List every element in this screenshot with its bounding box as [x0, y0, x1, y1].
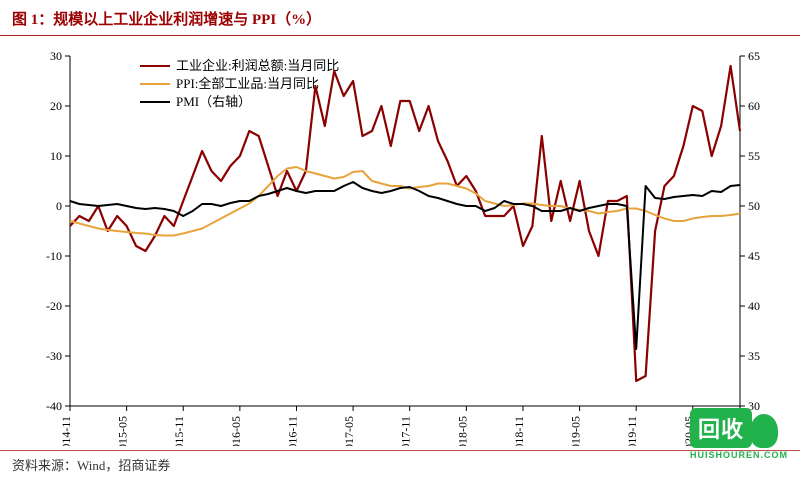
- svg-text:65: 65: [748, 49, 760, 63]
- svg-text:2018-05: 2018-05: [455, 416, 469, 446]
- svg-text:35: 35: [748, 349, 760, 363]
- watermark-box: 回收: [690, 408, 752, 448]
- svg-text:2014-11: 2014-11: [59, 416, 73, 446]
- svg-text:20: 20: [50, 99, 62, 113]
- svg-text:60: 60: [748, 99, 760, 113]
- chart-area: -40-30-20-10010203030354045505560652014-…: [20, 46, 780, 446]
- watermark-person-icon: [750, 414, 778, 448]
- svg-text:PMI（右轴）: PMI（右轴）: [176, 94, 251, 109]
- svg-text:PPI:全部工业品:当月同比: PPI:全部工业品:当月同比: [176, 76, 319, 91]
- svg-text:55: 55: [748, 149, 760, 163]
- svg-text:2019-05: 2019-05: [569, 416, 583, 446]
- svg-text:2018-11: 2018-11: [512, 416, 526, 446]
- svg-text:2017-05: 2017-05: [342, 416, 356, 446]
- svg-text:-20: -20: [46, 299, 62, 313]
- svg-text:2016-11: 2016-11: [285, 416, 299, 446]
- svg-text:0: 0: [56, 199, 62, 213]
- svg-text:50: 50: [748, 199, 760, 213]
- svg-text:2015-05: 2015-05: [116, 416, 130, 446]
- svg-text:2019-11: 2019-11: [625, 416, 639, 446]
- chart-svg: -40-30-20-10010203030354045505560652014-…: [20, 46, 780, 446]
- svg-text:2017-11: 2017-11: [399, 416, 413, 446]
- watermark-url: HUISHOUREN.COM: [690, 450, 788, 460]
- svg-text:-40: -40: [46, 399, 62, 413]
- svg-text:工业企业:利润总额:当月同比: 工业企业:利润总额:当月同比: [176, 58, 339, 73]
- svg-text:2016-05: 2016-05: [229, 416, 243, 446]
- svg-text:30: 30: [50, 49, 62, 63]
- svg-text:-10: -10: [46, 249, 62, 263]
- svg-text:10: 10: [50, 149, 62, 163]
- watermark: 回收 HUISHOUREN.COM: [690, 408, 788, 460]
- svg-text:40: 40: [748, 299, 760, 313]
- svg-text:45: 45: [748, 249, 760, 263]
- svg-text:-30: -30: [46, 349, 62, 363]
- figure-title: 图 1：规模以上工业企业利润增速与 PPI（%）: [0, 0, 800, 36]
- figure-source: 资料来源：Wind，招商证券: [0, 450, 800, 478]
- svg-text:2015-11: 2015-11: [172, 416, 186, 446]
